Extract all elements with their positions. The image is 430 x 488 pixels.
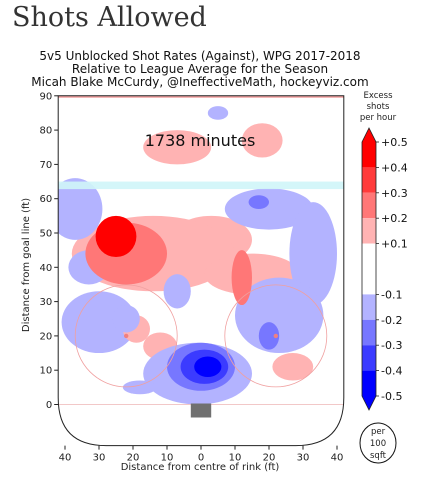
heatmap-layer (58, 95, 344, 446)
y-tick-label: 50 (39, 229, 52, 240)
blue-line (58, 181, 344, 190)
heat-cell (61, 291, 137, 354)
x-tick-label: 10 (229, 453, 242, 464)
heat-cell (207, 106, 229, 120)
colorbar-bottom-arrow (362, 396, 376, 410)
y-tick-label: 30 (39, 297, 52, 308)
unit-badge-line-1: per (371, 427, 386, 437)
colorbar-tick-label: +0.2 (381, 212, 408, 225)
y-tick-label: 0 (46, 400, 52, 411)
faceoff-circle-right (224, 284, 328, 388)
chart-title: 5v5 Unblocked Shot Rates (Against), WPG … (31, 49, 368, 89)
colorbar-tick-label: +0.3 (381, 187, 408, 200)
colorbar-title-line-1: Excess (363, 91, 393, 101)
y-tick-label: 70 (39, 160, 52, 171)
colorbar-segment (362, 345, 376, 371)
colorbar-segment (362, 294, 376, 320)
heat-cell (122, 380, 157, 395)
colorbar-segment (362, 319, 376, 346)
colorbar: Excess shots per hour +0.5 +0.4 +0.3 +0.2 +0… (360, 91, 408, 411)
heat-cell (224, 188, 314, 230)
chart-title-line-2: Relative to League Average for the Seaso… (72, 62, 328, 76)
chart-title-line-1: 5v5 Unblocked Shot Rates (Against), WPG … (39, 49, 360, 63)
heat-cell (258, 322, 280, 350)
colorbar-tick-label: -0.3 (381, 339, 402, 352)
axes: 0 10 20 30 40 50 60 70 80 90 40 30 20 10 0 10 20 30 40 (39, 91, 343, 463)
faceoff-circle-left (74, 284, 178, 388)
y-tick-label: 10 (39, 366, 52, 377)
y-axis-label: Distance from goal line (ft) (21, 198, 32, 332)
colorbar-top-arrow (362, 128, 376, 142)
colorbar-title-line-3: per hour (360, 113, 397, 123)
colorbar-segment (362, 243, 376, 295)
x-axis-label: Distance from centre of rink (ft) (121, 462, 280, 473)
colorbar-segment (362, 142, 376, 168)
x-tick-label: 30 (93, 453, 106, 464)
colorbar-segment (362, 218, 376, 244)
heat-cell (289, 202, 338, 306)
colorbar-tick-label: +0.4 (381, 161, 408, 174)
heat-cell (231, 250, 252, 306)
unit-badge-line-3: sqft (370, 451, 387, 461)
colorbar-segment (362, 167, 376, 193)
colorbar-tick-label: +0.1 (381, 238, 408, 251)
x-tick-label: 40 (331, 453, 344, 464)
colorbar-tick-label: +0.5 (381, 136, 408, 149)
minutes-annotation: 1738 minutes (145, 131, 256, 150)
faceoff-dot-right (273, 333, 278, 339)
heat-cell (241, 123, 283, 158)
heat-cell (194, 356, 222, 378)
heat-cell (95, 215, 137, 258)
x-tick-label: 20 (263, 453, 276, 464)
y-tick-label: 20 (39, 331, 52, 342)
heat-cell (112, 305, 140, 333)
page-title: Shots Allowed (12, 2, 207, 33)
y-tick-label: 60 (39, 194, 52, 205)
heat-cell (58, 178, 103, 240)
x-tick-label: 10 (161, 453, 174, 464)
y-tick-label: 40 (39, 263, 52, 274)
faceoff-dot-left (124, 333, 129, 339)
x-tick-label: 40 (59, 453, 72, 464)
goal-net (190, 403, 212, 418)
y-tick-label: 80 (39, 126, 52, 137)
x-tick-label: 30 (297, 453, 310, 464)
unit-badge: per 100 sqft (359, 422, 397, 464)
x-tick-label: 20 (127, 453, 140, 464)
colorbar-tick-label: -0.5 (381, 390, 402, 403)
colorbar-tick-label: -0.1 (381, 288, 402, 301)
heat-cell (143, 130, 212, 165)
unit-badge-circle (359, 422, 397, 464)
heat-cell (272, 353, 314, 381)
unit-badge-line-2: 100 (370, 439, 386, 449)
heat-cell (248, 195, 269, 209)
colorbar-title-line-2: shots (367, 102, 390, 112)
heat-cell (235, 277, 324, 354)
colorbar-segment (362, 370, 376, 396)
colorbar-segment (362, 192, 376, 219)
rink-outline (57, 95, 345, 447)
colorbar-tick-label: -0.2 (381, 314, 402, 327)
rink-boards (57, 95, 345, 447)
colorbar-tick-label: -0.4 (381, 365, 402, 378)
heat-cell (163, 274, 191, 309)
y-tick-label: 90 (39, 91, 52, 102)
x-tick-label: 0 (198, 453, 204, 464)
chart-title-line-3: Micah Blake McCurdy, @IneffectiveMath, h… (31, 75, 368, 89)
